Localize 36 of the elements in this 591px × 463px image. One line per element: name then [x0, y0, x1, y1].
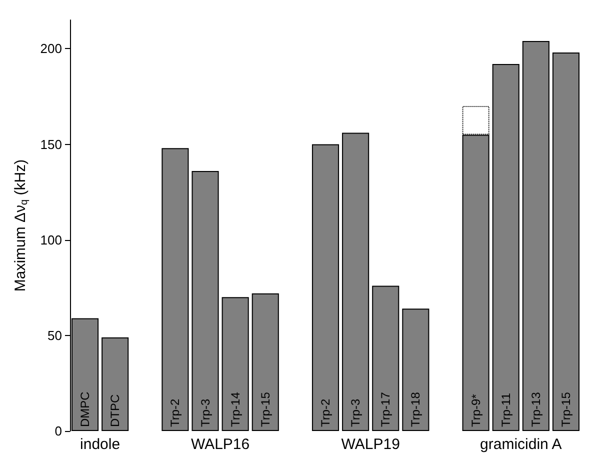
- text: WALP19: [341, 436, 400, 453]
- bar: [192, 171, 219, 431]
- x-tick-label: Trp-11: [498, 392, 513, 427]
- x-tick-label: Trp-14: [228, 392, 242, 427]
- x-tick-label: Trp-2: [168, 398, 182, 427]
- x-tick-label: Trp-3: [198, 398, 212, 427]
- bar: [222, 297, 249, 431]
- bar: [402, 308, 430, 431]
- x-tick-label: Trp-18: [408, 392, 423, 427]
- y-tick-label: 200: [40, 41, 62, 56]
- bar: [312, 144, 340, 431]
- y-tick-label: 0: [54, 424, 62, 438]
- bar: [252, 293, 279, 431]
- text: indole: [80, 436, 120, 453]
- bar: [162, 148, 189, 431]
- bar: [342, 132, 370, 431]
- x-tick-label: Trp-9*: [468, 394, 483, 427]
- x-tick-label: Trp-17: [378, 392, 393, 427]
- bar: [522, 41, 550, 431]
- text: WALP16: [190, 436, 250, 453]
- x-tick-label: Trp-15: [258, 392, 272, 427]
- bar: [552, 52, 580, 431]
- x-tick-label: DMPC: [78, 391, 92, 427]
- bar: [102, 337, 129, 431]
- y-tick-label: 150: [40, 136, 62, 152]
- bar: [492, 64, 520, 431]
- y-tick-label: 50: [48, 328, 62, 343]
- y-axis-title: Maximum Δνq (kHz): [12, 159, 30, 292]
- text: gramicidin A: [480, 436, 562, 453]
- bar: [372, 286, 400, 431]
- y-tick-label: 100: [40, 232, 62, 248]
- x-tick-label: Trp-3: [348, 398, 363, 427]
- x-tick-label: DTPC: [108, 394, 122, 427]
- x-tick-label: Trp-2: [318, 398, 332, 427]
- x-tick-label: Trp-15: [558, 392, 573, 427]
- x-tick-label: Trp-13: [528, 392, 543, 427]
